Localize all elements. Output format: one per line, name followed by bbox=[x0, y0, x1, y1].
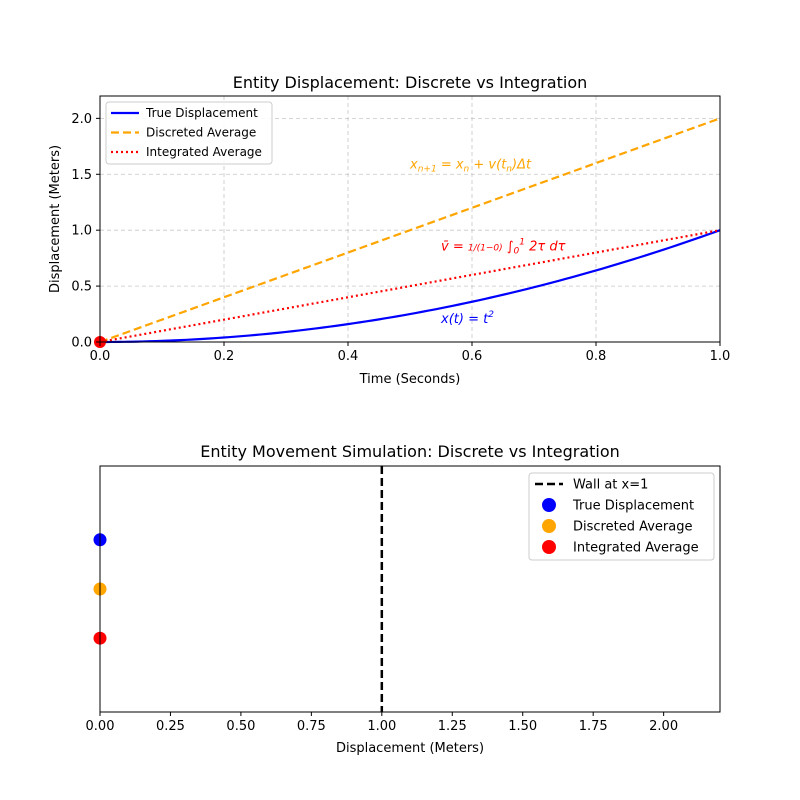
annotation-part: x bbox=[409, 158, 418, 173]
top-legend-box bbox=[105, 101, 273, 165]
annotation-part: 2τ dτ bbox=[525, 239, 566, 254]
top-annotation-2: v̄ = 1/(1−0) ∫0​1​ 2τ dτ bbox=[441, 237, 566, 256]
annotation-part: 1 bbox=[519, 237, 525, 247]
bottom-legend-label-2: Discreted Average bbox=[573, 520, 692, 535]
bottom-x-axis-label: Displacement (Meters) bbox=[336, 741, 484, 756]
top-y-ticks: 0.0 0.5 1.0 1.5 2.0 bbox=[71, 112, 100, 351]
annotation-part: 2 bbox=[488, 310, 494, 320]
top-annotations: xn+1​ = xn​ + v(tn​)Δtv̄ = 1/(1−0) ∫0​1​… bbox=[409, 158, 566, 327]
top-y-axis-label: Displacement (Meters) bbox=[48, 145, 63, 293]
top-chart: Entity Displacement: Discrete vs Integra… bbox=[48, 73, 730, 387]
top-y-tick-label: 1.0 bbox=[71, 224, 92, 239]
top-series-line-3 bbox=[99, 229, 721, 344]
annotation-part: 1/(1−0) bbox=[468, 243, 503, 253]
top-legend-label-1: True Displacement bbox=[145, 106, 258, 120]
top-x-tick-label: 0.4 bbox=[338, 349, 359, 364]
bottom-legend-swatch-1 bbox=[542, 498, 556, 512]
top-x-tick-label: 0.0 bbox=[90, 349, 111, 364]
bottom-chart-title: Entity Movement Simulation: Discrete vs … bbox=[200, 442, 620, 461]
top-y-tick-label: 1.5 bbox=[71, 168, 92, 183]
bottom-legend: Wall at x=1 True Displacement Discreted Av… bbox=[528, 472, 715, 561]
top-series bbox=[99, 117, 721, 344]
top-y-tick-label: 0.0 bbox=[71, 336, 92, 351]
bottom-legend-label-1: True Displacement bbox=[572, 499, 694, 514]
annotation-part: 0 bbox=[514, 246, 520, 256]
bottom-x-tick-label: 0.50 bbox=[226, 719, 255, 734]
annotation-part: x(t) = t bbox=[440, 312, 489, 327]
bottom-x-tick-label: 1.25 bbox=[438, 719, 467, 734]
annotation-part: v̄ = bbox=[441, 239, 468, 254]
top-legend-label-2: Discreted Average bbox=[146, 126, 256, 140]
top-series-line-2 bbox=[99, 117, 721, 344]
top-y-tick-label: 2.0 bbox=[71, 112, 92, 127]
bottom-x-tick-label: 1.00 bbox=[367, 719, 396, 734]
top-x-tick-label: 0.8 bbox=[586, 349, 607, 364]
annotation-part: n bbox=[464, 165, 470, 175]
top-chart-title: Entity Displacement: Discrete vs Integra… bbox=[233, 73, 588, 92]
bottom-x-tick-label: 1.75 bbox=[579, 719, 608, 734]
bottom-legend-box bbox=[528, 472, 715, 561]
bottom-x-ticks: 0.00 0.25 0.50 0.75 1.00 1.25 1.50 1.75 2.00 bbox=[86, 712, 678, 734]
top-legend: True Displacement Discreted Average Integr… bbox=[105, 101, 273, 165]
bottom-x-tick-label: 0.00 bbox=[86, 719, 115, 734]
bottom-legend-label-3: Integrated Average bbox=[573, 541, 699, 556]
top-x-tick-label: 0.2 bbox=[214, 349, 235, 364]
bottom-x-tick-label: 0.25 bbox=[156, 719, 185, 734]
top-x-ticks: 0.0 0.2 0.4 0.6 0.8 1.0 bbox=[90, 342, 731, 364]
bottom-legend-swatch-2 bbox=[542, 519, 556, 533]
bottom-x-tick-label: 1.50 bbox=[508, 719, 537, 734]
top-legend-label-3: Integrated Average bbox=[146, 145, 262, 159]
bottom-plot-frame bbox=[99, 465, 721, 713]
bottom-x-tick-label: 0.75 bbox=[297, 719, 326, 734]
top-y-tick-label: 0.5 bbox=[71, 280, 92, 295]
top-annotation-1: xn+1​ = xn​ + v(tn​)Δt bbox=[409, 158, 532, 175]
bottom-points bbox=[93, 533, 107, 645]
bottom-legend-swatch-3 bbox=[542, 540, 556, 554]
top-x-tick-label: 1.0 bbox=[710, 349, 731, 364]
top-x-tick-label: 0.6 bbox=[462, 349, 483, 364]
bottom-x-tick-label: 2.00 bbox=[649, 719, 678, 734]
annotation-part: n bbox=[506, 165, 512, 175]
annotation-part: )Δt bbox=[511, 158, 532, 173]
top-annotation-3: x(t) = t2​ bbox=[440, 310, 494, 327]
bottom-chart: Entity Movement Simulation: Discrete vs … bbox=[86, 442, 721, 756]
bottom-legend-label-0: Wall at x=1 bbox=[573, 478, 648, 493]
annotation-part: ∫ bbox=[503, 239, 514, 254]
top-x-axis-label: Time (Seconds) bbox=[359, 372, 461, 387]
annotation-part: + v(t bbox=[469, 158, 507, 173]
annotation-part: = x bbox=[437, 158, 464, 173]
top-series-line-1 bbox=[99, 229, 721, 344]
top-plot-frame bbox=[99, 95, 721, 343]
annotation-part: n+1 bbox=[418, 165, 437, 175]
